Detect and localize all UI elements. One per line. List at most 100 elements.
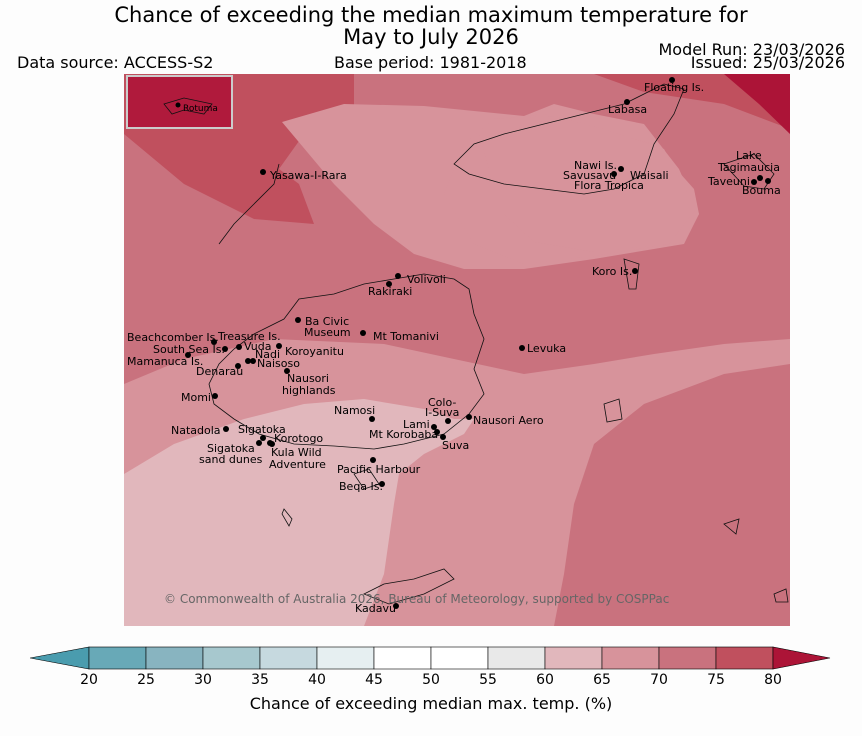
colorbar-cell xyxy=(715,646,774,670)
label-pacific: Pacific Harbour xyxy=(337,463,421,476)
label-beqa: Beqa Is. xyxy=(339,480,384,493)
dot-kula xyxy=(269,441,275,447)
dot-bacivic xyxy=(295,317,301,323)
dot-nausori-highlands xyxy=(284,368,290,374)
dot-beqa xyxy=(379,481,385,487)
dot-vuda xyxy=(236,344,242,350)
label-treasure: Treasure Is. xyxy=(218,330,281,343)
dot-korobaba xyxy=(434,429,440,435)
dot-kadavu xyxy=(393,603,399,609)
rotuma-coast xyxy=(163,97,213,115)
colorbar-cell xyxy=(430,646,489,670)
dot-naisoso xyxy=(250,358,256,364)
dot-beachcomber xyxy=(211,339,217,345)
kadavu-coast xyxy=(363,568,455,605)
colorbar-cell xyxy=(259,646,318,670)
colorbar-tick-label: 25 xyxy=(137,672,155,688)
chart-title-line2: May to July 2026 xyxy=(343,25,519,49)
dot-natadola xyxy=(223,426,229,432)
label-kadavu: Kadavu xyxy=(355,602,396,615)
label-flora: Flora Tropica xyxy=(574,179,644,192)
dot-nausori-aero xyxy=(466,414,472,420)
colorbar-cell xyxy=(373,646,432,670)
label-southsea: South Sea Is. xyxy=(153,343,225,356)
label-bacivic1: Ba Civic xyxy=(305,315,350,328)
colorbar-tick-label: 45 xyxy=(365,672,383,688)
lau-coast xyxy=(723,518,740,535)
colorbar-under-arrow xyxy=(30,646,90,670)
label-sigdunes1: Sigatoka xyxy=(207,442,255,455)
dot-koroyanitu xyxy=(276,343,282,349)
colorbar-tick-label: 40 xyxy=(308,672,326,688)
inset-label: Rotuma xyxy=(183,104,218,114)
label-nadi: Nadi xyxy=(255,348,281,361)
colorbar-cell xyxy=(487,646,546,670)
dot-colo-i-suva xyxy=(445,418,451,424)
label-nausori2: highlands xyxy=(282,384,336,397)
dot-mamanuca xyxy=(185,352,191,358)
colorbar-cell xyxy=(88,646,147,670)
issued-date: Issued: 25/03/2026 xyxy=(690,53,845,72)
colorbar-tick-label: 70 xyxy=(650,672,668,688)
dot-tomanivi xyxy=(360,330,366,336)
colorbar-cell xyxy=(202,646,261,670)
dot-koro xyxy=(632,268,638,274)
dot-suva xyxy=(440,434,446,440)
colorbar-tick-label: 60 xyxy=(536,672,554,688)
dot-levuka xyxy=(519,345,525,351)
label-labasa: Labasa xyxy=(608,103,648,116)
koro-coast xyxy=(623,258,640,290)
dot-floating xyxy=(669,77,675,83)
label-bouma: Bouma xyxy=(742,184,781,197)
colorbar-tick-label: 50 xyxy=(422,672,440,688)
label-sigatoka: Sigatoka xyxy=(238,423,286,436)
label-tagimaucia: Tagimaucia xyxy=(718,161,780,174)
contour-80-plus xyxy=(724,74,790,134)
label-namosi: Namosi xyxy=(334,404,376,417)
label-natadola: Natadola xyxy=(171,424,221,437)
colorbar-over-arrow xyxy=(772,646,831,670)
label-nausoriaero: Nausori Aero xyxy=(473,414,544,427)
dot-rakiraki xyxy=(386,281,392,287)
label-lami: Lami xyxy=(403,418,430,431)
colorbar-tick-label: 55 xyxy=(479,672,497,688)
label-levuka: Levuka xyxy=(527,342,567,355)
dot-labasa xyxy=(624,99,630,105)
ono-coast xyxy=(773,588,789,603)
vanua-levu-coast xyxy=(453,83,685,195)
label-volivoli: Volivoli xyxy=(407,273,446,286)
colorbar-tick-label: 30 xyxy=(194,672,212,688)
colorbar-cell xyxy=(544,646,603,670)
dot-southsea xyxy=(222,346,228,352)
label-waisali: Waisali xyxy=(630,169,669,182)
base-period: Base period: 1981-2018 xyxy=(334,53,527,72)
dot-pacific-harbour xyxy=(370,457,376,463)
label-colo1: Colo- xyxy=(428,396,457,409)
label-nausori1: Nausori xyxy=(287,372,329,385)
label-tomanivi: Mt Tomanivi xyxy=(373,330,439,343)
dot-namosi xyxy=(369,416,375,422)
label-suva: Suva xyxy=(442,439,470,452)
dot-sigatoka xyxy=(260,435,266,441)
colorbar-tick-label: 75 xyxy=(707,672,725,688)
label-vuda: Vuda xyxy=(244,340,272,353)
model-run: Model Run: 23/03/2026 xyxy=(658,40,846,59)
label-koroyanitu: Koroyanitu xyxy=(285,345,344,358)
colorbar-cell xyxy=(316,646,375,670)
colorbar-cell xyxy=(145,646,204,670)
colorbar-cells xyxy=(30,646,831,670)
dot-taveuni xyxy=(751,179,757,185)
label-kula1: Kula Wild xyxy=(271,446,322,459)
label-lake: Lake xyxy=(736,149,762,162)
data-source: Data source: ACCESS-S2 xyxy=(17,53,214,72)
dot-momi xyxy=(212,393,218,399)
dot-nadi xyxy=(245,358,251,364)
label-colo2: I-Suva xyxy=(425,406,460,419)
probability-map xyxy=(124,74,790,626)
label-momi: Momi xyxy=(181,391,211,404)
dot-bouma xyxy=(765,178,771,184)
colorbar xyxy=(30,646,831,670)
colorbar-title: Chance of exceeding median max. temp. (%… xyxy=(249,694,613,713)
colorbar-tick-label: 65 xyxy=(593,672,611,688)
colorbar-cell xyxy=(601,646,660,670)
